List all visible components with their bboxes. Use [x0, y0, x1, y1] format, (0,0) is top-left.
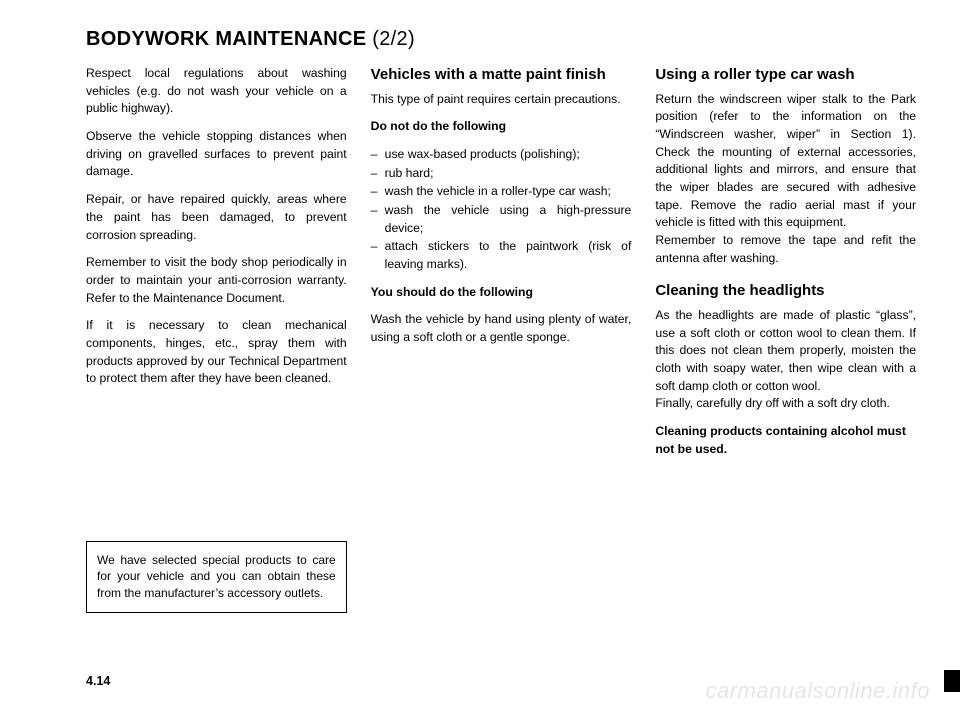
- col3-p1: Return the windscreen wiper stalk to the…: [655, 91, 916, 268]
- title-fraction: (2/2): [372, 28, 415, 50]
- col1-p2: Observe the vehicle stopping distances w…: [86, 128, 347, 181]
- col3-p1a: Return the windscreen wiper stalk to the…: [655, 92, 916, 230]
- col1-p3: Repair, or have repaired quickly, areas …: [86, 191, 347, 244]
- col3-p2: As the headlights are made of plastic “g…: [655, 307, 916, 413]
- page-title: BODYWORK MAINTENANCE (2/2): [86, 28, 916, 51]
- col3-p1b: Remember to remove the tape and refit th…: [655, 233, 916, 265]
- col3-heading-2: Cleaning the headlights: [655, 281, 916, 301]
- col1-p4: Remember to visit the body shop pe­riodi…: [86, 254, 347, 307]
- page-number: 4.14: [86, 674, 110, 688]
- col2-dont-list: use wax-based products (polishing); rub …: [371, 146, 632, 274]
- note-box: We have selected special products to car…: [86, 541, 347, 613]
- col1-p1: Respect local regulations about wash­ing…: [86, 65, 347, 118]
- col2-p2: Wash the vehicle by hand using plenty of…: [371, 311, 632, 346]
- col1-p5: If it is necessary to clean mechani­cal …: [86, 317, 347, 388]
- col2-p1: This type of paint requires certain pre­…: [371, 91, 632, 109]
- column-1: Respect local regulations about wash­ing…: [86, 65, 347, 613]
- section-tab: [944, 670, 960, 692]
- col3-p2a: As the headlights are made of plastic “g…: [655, 308, 916, 393]
- column-3: Using a roller type car wash Return the …: [655, 65, 916, 613]
- list-item: attach stickers to the paintwork (risk o…: [371, 238, 632, 273]
- column-2: Vehicles with a matte paint finish This …: [371, 65, 632, 613]
- manual-page: BODYWORK MAINTENANCE (2/2) Respect local…: [0, 0, 960, 710]
- col2-heading-3: You should do the following: [371, 284, 632, 302]
- watermark: carmanualsonline.info: [705, 678, 930, 704]
- column-1-wrap: Respect local regulations about wash­ing…: [86, 65, 347, 613]
- list-item: wash the vehicle in a roller-type car wa…: [371, 183, 632, 201]
- list-item: use wax-based products (polishing);: [371, 146, 632, 164]
- col3-p2b: Finally, carefully dry off with a soft d…: [655, 396, 890, 410]
- col2-heading-1: Vehicles with a matte paint finish: [371, 65, 632, 85]
- col3-p3: Cleaning products containing alco­hol mu…: [655, 423, 916, 458]
- column-1-text: Respect local regulations about wash­ing…: [86, 65, 347, 398]
- content-columns: Respect local regulations about wash­ing…: [86, 65, 916, 613]
- col3-heading-1: Using a roller type car wash: [655, 65, 916, 85]
- title-main: BODYWORK MAINTENANCE: [86, 28, 372, 50]
- note-text: We have selected special products to car…: [97, 553, 336, 601]
- list-item: wash the vehicle using a high-pres­sure …: [371, 202, 632, 237]
- list-item: rub hard;: [371, 165, 632, 183]
- col2-heading-2: Do not do the following: [371, 118, 632, 136]
